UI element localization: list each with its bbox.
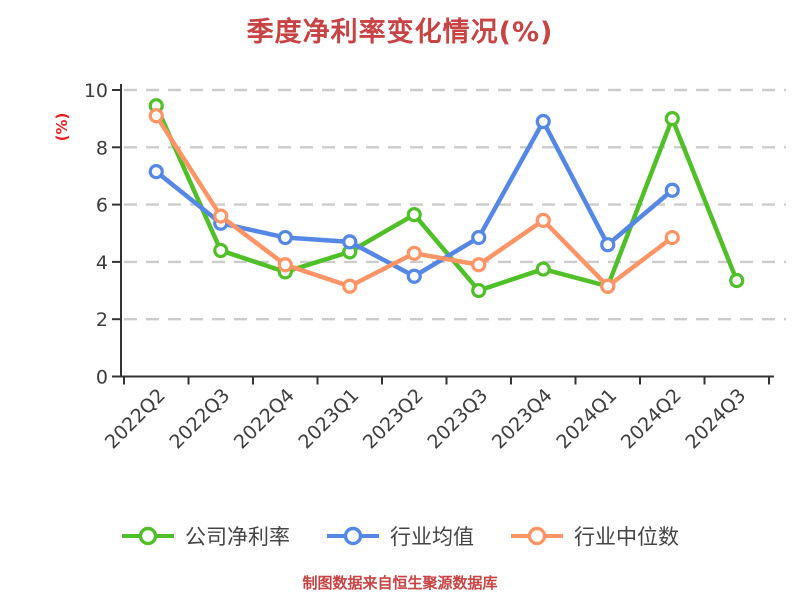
svg-text:2023Q1: 2023Q1 xyxy=(294,384,363,453)
line-circle-marker-icon xyxy=(122,526,174,546)
legend-item-industry-mean: 行业均值 xyxy=(326,521,474,551)
svg-text:2024Q2: 2024Q2 xyxy=(617,384,686,453)
svg-text:2023Q2: 2023Q2 xyxy=(359,384,428,453)
svg-text:2024Q1: 2024Q1 xyxy=(552,384,621,453)
legend-label-company: 公司净利率 xyxy=(185,525,290,549)
svg-text:8: 8 xyxy=(96,137,108,159)
legend: 公司净利率 行业均值 行业中位数 xyxy=(0,521,800,551)
legend-label-industry-mean: 行业均值 xyxy=(390,525,474,549)
legend-item-industry-median: 行业中位数 xyxy=(510,521,679,551)
svg-text:2022Q3: 2022Q3 xyxy=(165,384,234,453)
svg-text:2024Q3: 2024Q3 xyxy=(681,384,750,453)
line-circle-marker-icon xyxy=(511,526,563,546)
svg-text:2023Q3: 2023Q3 xyxy=(423,384,492,453)
svg-text:2: 2 xyxy=(96,309,108,331)
chart-title: 季度净利率变化情况(%) xyxy=(246,17,554,48)
data-source-note: 制图数据来自恒生聚源数据库 xyxy=(302,574,498,592)
legend-item-company: 公司净利率 xyxy=(121,521,290,551)
plot-area: 02468102022Q22022Q32022Q42023Q12023Q2202… xyxy=(84,80,786,453)
svg-text:6: 6 xyxy=(96,195,108,217)
svg-text:0: 0 xyxy=(96,367,108,389)
svg-text:2022Q4: 2022Q4 xyxy=(230,384,299,453)
legend-label-industry-median: 行业中位数 xyxy=(574,525,679,549)
svg-text:2023Q4: 2023Q4 xyxy=(488,384,557,453)
line-circle-marker-icon xyxy=(327,526,379,546)
svg-text:10: 10 xyxy=(84,80,108,102)
svg-text:2022Q2: 2022Q2 xyxy=(101,384,170,453)
svg-text:4: 4 xyxy=(96,252,108,274)
